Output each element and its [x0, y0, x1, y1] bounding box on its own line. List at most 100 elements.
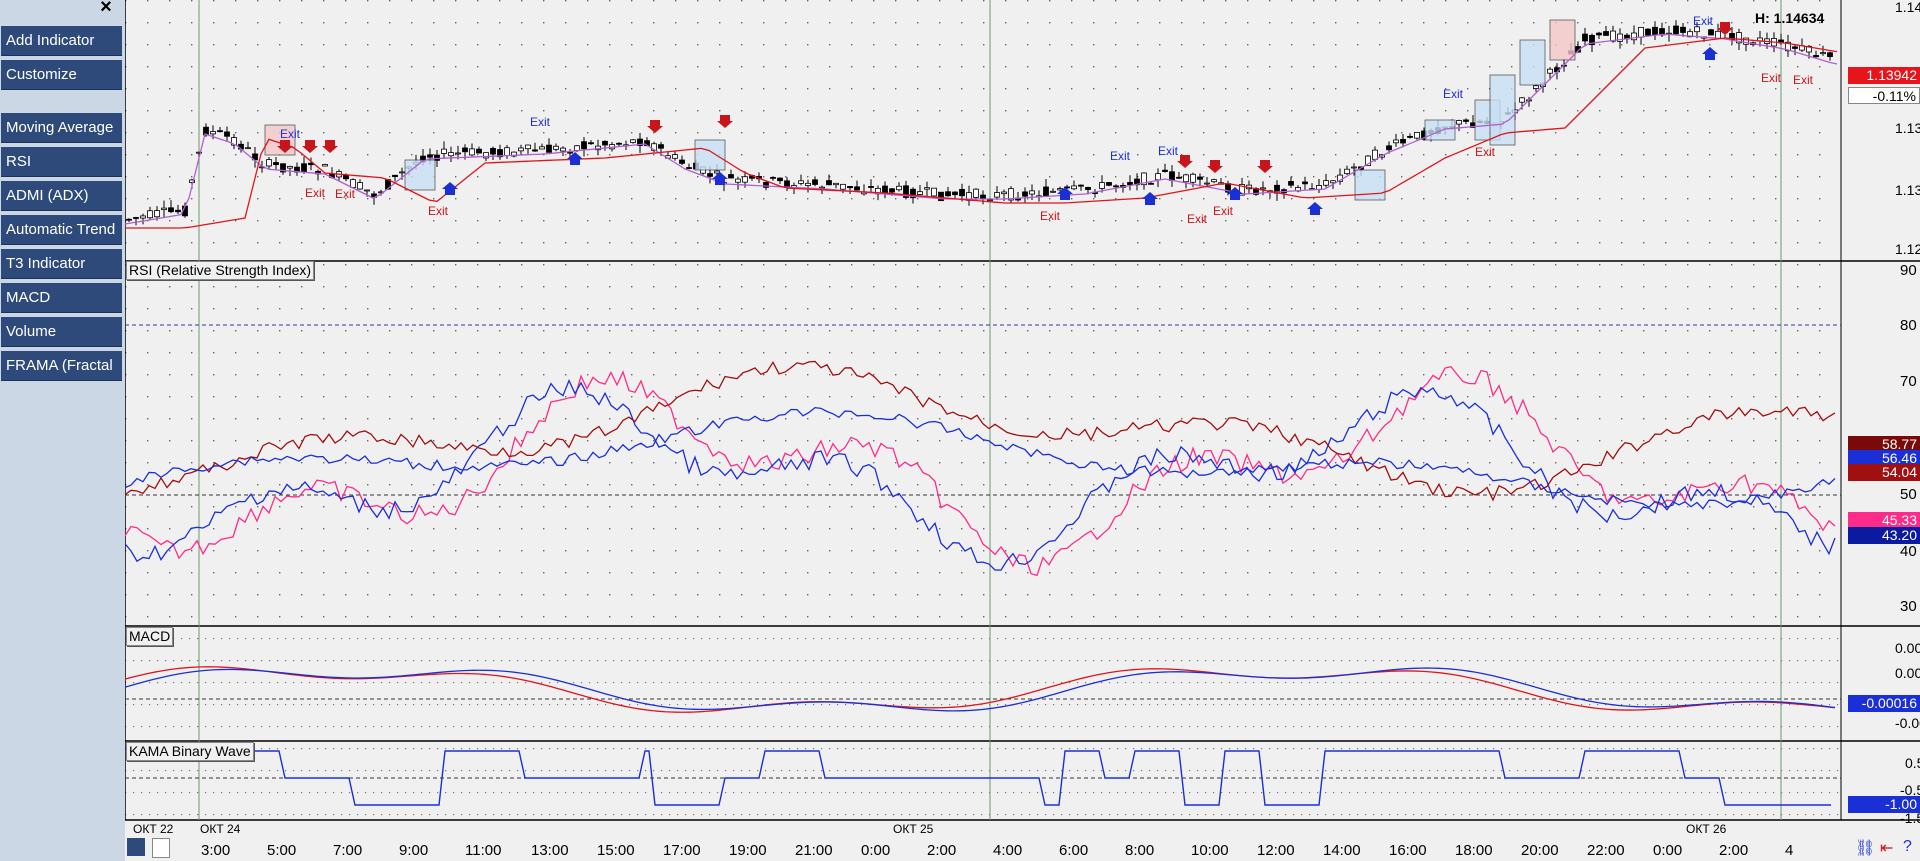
- sell-arrow-icon: [277, 140, 293, 153]
- time-label: 2:00: [1719, 842, 1749, 859]
- candle-body: [224, 131, 230, 137]
- signal-box: [1424, 119, 1456, 141]
- candle-body: [532, 149, 538, 152]
- time-label: 13:00: [531, 842, 569, 859]
- candle-body: [1323, 180, 1329, 186]
- indicator-admi[interactable]: ADMI (ADX): [1, 181, 122, 211]
- candle-body: [175, 209, 181, 213]
- time-label: 16:00: [1389, 842, 1427, 859]
- indicator-macd[interactable]: MACD: [1, 283, 122, 313]
- candle-body: [1743, 37, 1749, 45]
- candle-body: [973, 188, 979, 198]
- exit-label: Exit: [1475, 145, 1496, 159]
- candle-body: [1372, 149, 1378, 160]
- candle-body: [434, 154, 440, 161]
- time-label: 10:00: [1191, 842, 1229, 859]
- candle-body: [1785, 41, 1791, 52]
- candle-body: [1022, 191, 1028, 197]
- rsi-tick: 80: [1900, 317, 1917, 334]
- candle-body: [196, 151, 202, 154]
- candle-body: [952, 191, 958, 196]
- customize-button[interactable]: Customize: [1, 60, 122, 90]
- macd-tick: -0.00100: [1895, 715, 1920, 731]
- indicator-moving-average[interactable]: Moving Average: [1, 113, 122, 143]
- candle-body: [301, 163, 307, 173]
- candle-body: [1127, 182, 1133, 185]
- rsi-tick: 70: [1900, 373, 1917, 390]
- signal-box: [694, 139, 726, 171]
- indicator-automatic-trend[interactable]: Automatic Trend: [1, 215, 122, 245]
- time-label: 8:00: [1125, 842, 1155, 859]
- candle-body: [469, 148, 475, 156]
- indicator-volume[interactable]: Volume: [1, 317, 122, 347]
- add-indicator-button[interactable]: Add Indicator: [1, 26, 122, 56]
- candle-body: [742, 176, 748, 183]
- price-current-badge: 1.13942: [1848, 67, 1920, 84]
- candle-body: [448, 152, 454, 157]
- time-label: 6:00: [1059, 842, 1089, 859]
- rsi-lines: [125, 360, 1836, 577]
- sell-arrow-icon: [1717, 22, 1733, 35]
- candle-body: [1176, 176, 1182, 179]
- exit-label: Exit: [280, 127, 301, 141]
- macd-line: [125, 666, 1836, 713]
- price-tick: 1.14500: [1895, 0, 1920, 15]
- candle-body: [658, 144, 664, 149]
- candle-body: [1617, 33, 1623, 42]
- help-icon[interactable]: ?: [1903, 838, 1912, 855]
- candle-body: [812, 179, 818, 185]
- candle-body: [679, 159, 685, 164]
- candle-body: [1330, 180, 1336, 184]
- link-icon[interactable]: ⛓: [1855, 840, 1876, 857]
- candle-body: [994, 192, 1000, 198]
- candle-body: [427, 154, 433, 158]
- buy-arrow-icon: [1057, 187, 1073, 200]
- indicator-t3[interactable]: T3 Indicator: [1, 249, 122, 279]
- exit-label: Exit: [1793, 73, 1814, 87]
- candle-body: [266, 159, 272, 167]
- indicator-rsi[interactable]: RSI: [1, 147, 122, 177]
- candle-body: [1365, 155, 1371, 167]
- time-label: 7:00: [333, 842, 363, 859]
- candle-body: [707, 173, 713, 177]
- rsi-panel-label[interactable]: RSI (Relative Strength Index): [126, 261, 315, 280]
- candle-body: [588, 142, 594, 145]
- candle-body: [840, 183, 846, 190]
- candle-body: [483, 152, 489, 159]
- sell-arrow-icon: [302, 140, 318, 153]
- candle-body: [959, 188, 965, 197]
- candle-body: [1589, 34, 1595, 46]
- candle-body: [1393, 139, 1399, 144]
- candle-body: [357, 182, 363, 190]
- buy-arrow-icon: [1702, 47, 1718, 60]
- close-icon[interactable]: ×: [100, 0, 112, 18]
- candle-body: [1155, 173, 1161, 181]
- candle-body: [1148, 182, 1154, 185]
- candle-body: [1414, 131, 1420, 139]
- price-moving-averages: [125, 33, 1838, 229]
- candle-body: [140, 215, 146, 219]
- rsi-blue-line: [125, 378, 1836, 571]
- candle-body: [168, 207, 174, 213]
- candle-body: [980, 194, 986, 199]
- candle-body: [245, 147, 251, 150]
- grid-view-icon[interactable]: [127, 838, 145, 856]
- candle-body: [777, 177, 783, 182]
- chart-canvas[interactable]: Exit Exit Exit Exit Exit Exit Exit Exit Exit Exit…: [125, 0, 1920, 861]
- candle-body: [1344, 168, 1350, 175]
- candle-body: [1533, 85, 1539, 89]
- macd-panel-label[interactable]: MACD: [126, 627, 174, 646]
- kama-panel-label[interactable]: KAMA Binary Wave: [126, 742, 254, 761]
- candle-body: [364, 189, 370, 192]
- blank-page-icon[interactable]: [152, 838, 170, 858]
- candle-body: [1050, 190, 1056, 193]
- indicator-frama[interactable]: FRAMA (Fractal: [1, 351, 122, 381]
- candle-body: [672, 154, 678, 159]
- candle-body: [763, 181, 769, 188]
- jump-start-icon[interactable]: ⇤: [1880, 840, 1894, 857]
- exit-label: Exit: [335, 187, 356, 201]
- signal-box: [404, 159, 436, 191]
- candle-body: [1211, 179, 1217, 183]
- chart-area[interactable]: Exit Exit Exit Exit Exit Exit Exit Exit Exit Exit…: [125, 0, 1920, 861]
- candle-body: [1190, 173, 1196, 183]
